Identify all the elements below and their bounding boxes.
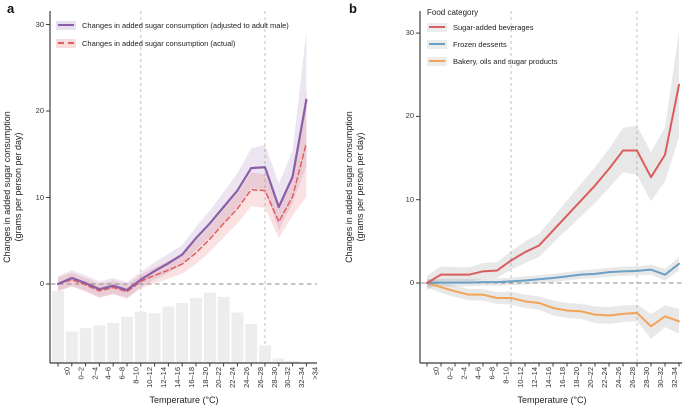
legend-item-adjusted: Changes in added sugar consumption (adju… <box>56 19 289 31</box>
legend-item-beverages: Sugar-added beverages <box>427 20 558 34</box>
panel-a-letter: a <box>7 1 15 16</box>
y-tick-label-0: 0 <box>409 278 414 287</box>
adjusted-line-swatch-icon <box>56 20 76 30</box>
bakery-line-swatch-icon <box>427 56 447 66</box>
x-tick-label: 26–28 <box>255 367 265 388</box>
panel-b-x-axis-title: Temperature (°C) <box>517 395 587 405</box>
panel-b-legend: Food category Sugar-added beverages Froz… <box>427 8 558 68</box>
panel-b-plot <box>416 11 682 367</box>
y-axis-title-line1: Changes in added sugar consumption <box>344 111 354 263</box>
x-tick-label: 20–22 <box>585 367 595 388</box>
panel-b: b Changes in added sugar consumption (gr… <box>342 0 685 418</box>
x-tick-label: 32–34 <box>669 367 679 388</box>
x-tick-label: 24–26 <box>613 367 623 388</box>
x-tick-label: ≤0 <box>431 367 441 376</box>
panel-a-legend: Changes in added sugar consumption (adju… <box>56 19 289 49</box>
x-tick-label: 14–16 <box>543 367 553 388</box>
x-tick-label: 2–4 <box>90 367 100 380</box>
x-tick-label: 2–4 <box>459 367 469 380</box>
y-tick-label-30: 30 <box>35 19 44 29</box>
x-tick-label: 18–20 <box>571 367 581 388</box>
x-tick-label: 30–32 <box>283 367 293 388</box>
y-tick-label-20: 20 <box>35 106 44 115</box>
panel-b-y-axis-title: Changes in added sugar consumption (gram… <box>344 7 378 367</box>
legend-label-frozen-desserts: Frozen desserts <box>453 39 507 49</box>
legend-label-beverages: Sugar-added beverages <box>453 22 534 32</box>
legend-label-adjusted: Changes in added sugar consumption (adju… <box>82 20 289 30</box>
x-tick-label: ≤0 <box>62 367 72 376</box>
y-axis-title-line2: (grams per person per day) <box>13 132 24 242</box>
legend-item-bakery: Bakery, oils and sugar products <box>427 54 558 68</box>
actual-line-swatch-icon <box>56 38 76 48</box>
x-tick-label: 28–30 <box>269 367 279 388</box>
panel-b-letter: b <box>349 1 357 16</box>
x-tick-label: 24–26 <box>241 367 251 388</box>
x-tick-label: 6–8 <box>117 367 127 380</box>
x-tick-label: 6–8 <box>487 367 497 380</box>
beverages-line-swatch-icon <box>427 22 447 32</box>
x-tick-label: 18–20 <box>200 367 210 388</box>
x-tick-label: 26–28 <box>627 367 637 388</box>
x-tick-label: 0–2 <box>445 367 455 380</box>
x-tick-label: 28–30 <box>641 367 651 388</box>
x-tick-label: 12–14 <box>529 367 539 388</box>
x-tick-label: 32–34 <box>297 367 307 388</box>
x-tick-label: 0–2 <box>76 367 86 380</box>
y-tick-label-10: 10 <box>405 194 414 204</box>
y-tick-label-20: 20 <box>405 111 414 121</box>
legend-label-actual: Changes in added sugar consumption (actu… <box>82 38 236 48</box>
y-axis-title-line1: Changes in added sugar consumption <box>2 111 12 263</box>
panel-a: a Changes in added sugar consumption (gr… <box>0 0 342 418</box>
x-tick-label: 8–10 <box>501 367 511 384</box>
panel-a-plot <box>46 11 317 367</box>
x-tick-label: 8–10 <box>131 367 141 384</box>
x-tick-label: 16–18 <box>186 367 196 388</box>
y-tick-label-0: 0 <box>39 279 44 288</box>
y-tick-label-10: 10 <box>35 192 44 202</box>
x-tick-label: 14–16 <box>172 367 182 388</box>
x-tick-label: 4–6 <box>473 367 483 380</box>
x-tick-label: 22–24 <box>228 367 238 388</box>
x-tick-label: 10–12 <box>145 367 155 388</box>
x-tick-label: 20–22 <box>214 367 224 388</box>
legend-title: Food category <box>427 8 479 17</box>
panel-a-x-axis-title: Temperature (°C) <box>149 395 219 405</box>
x-tick-label: 4–6 <box>103 367 113 380</box>
legend-item-actual: Changes in added sugar consumption (actu… <box>56 37 289 49</box>
x-tick-label: >34 <box>310 367 320 380</box>
frozen-desserts-line-swatch-icon <box>427 39 447 49</box>
y-tick-label-30: 30 <box>405 28 414 38</box>
x-tick-label: 12–14 <box>159 367 169 388</box>
panel-a-y-axis-title: Changes in added sugar consumption (gram… <box>2 7 36 367</box>
y-axis-title-line2: (grams per person per day) <box>355 132 366 242</box>
legend-item-frozen-desserts: Frozen desserts <box>427 37 558 51</box>
x-tick-label: 30–32 <box>655 367 665 388</box>
x-tick-label: 10–12 <box>515 367 525 388</box>
x-tick-label: 16–18 <box>557 367 567 388</box>
legend-label-bakery: Bakery, oils and sugar products <box>453 56 558 66</box>
x-tick-label: 22–24 <box>599 367 609 388</box>
